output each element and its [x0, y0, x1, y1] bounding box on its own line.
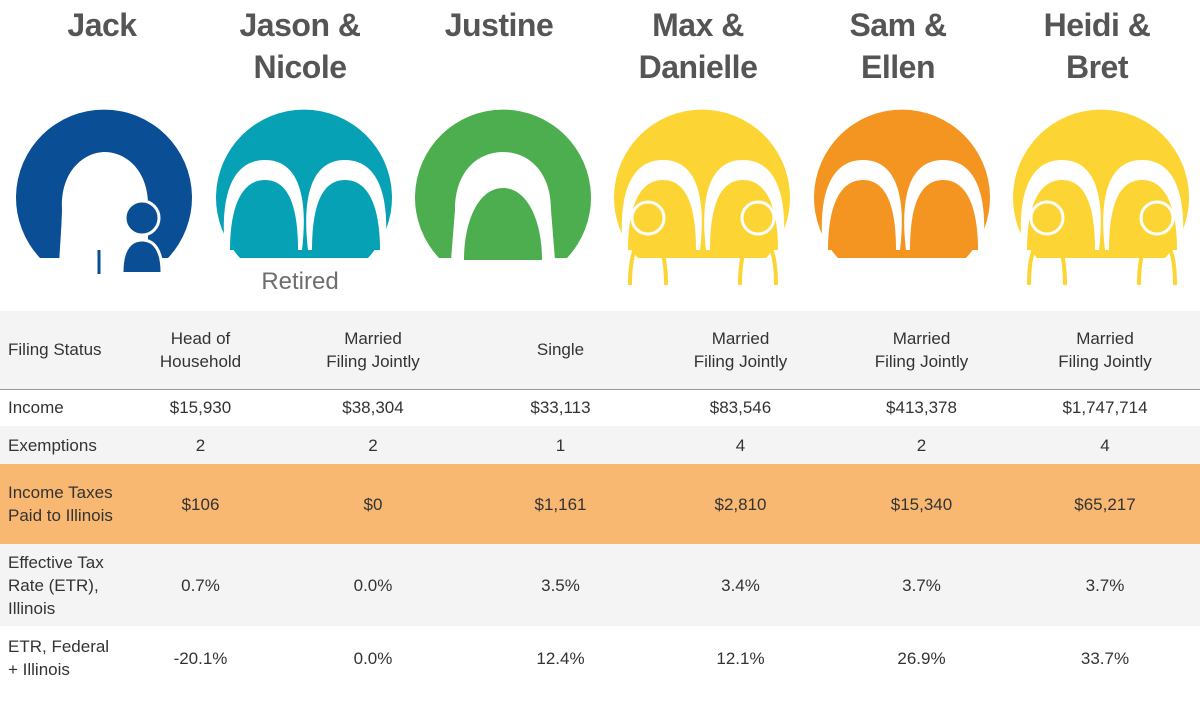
row-label: Filing Status — [8, 340, 102, 360]
table-cell: 4 — [1100, 435, 1110, 455]
table-cell: 0.7% — [181, 575, 220, 595]
table-cell: $38,304 — [342, 398, 404, 418]
table-cell: $33,113 — [530, 398, 591, 418]
table-cell: Married Filing Jointly — [693, 328, 788, 371]
row-label: Exemptions — [8, 435, 97, 455]
couple-icon — [814, 109, 990, 258]
filing-status-row: Filing Status Head of Household Married Fi… — [0, 311, 1200, 389]
table-cell: $2,810 — [714, 494, 767, 514]
table-cell: $1,747,714 — [1062, 398, 1148, 418]
table-cell: 3.4% — [721, 575, 760, 595]
table-cell: 0.0% — [353, 575, 393, 595]
household-name-jason-nicole: Jason & Nicole — [239, 7, 361, 85]
table-cell: Married Filing Jointly — [1058, 328, 1152, 371]
household-name-heidi-bret: Heidi & Bret — [1043, 7, 1151, 85]
table-cell: Married Filing Jointly — [326, 328, 420, 371]
retired-note: Retired — [261, 268, 339, 295]
table-cell: Single — [536, 340, 585, 360]
table-cell: 1 — [555, 435, 566, 455]
table-cell: $65,217 — [1074, 494, 1136, 514]
income-row: Income $15,930 $38,304 $33,113 $83,546 $… — [0, 389, 1200, 426]
table-cell: 12.4% — [536, 648, 585, 668]
household-name-sam-ellen: Sam & Ellen — [849, 7, 947, 85]
etr-illinois-row: Effective Tax Rate (ETR), Illinois 0.7% 0.… — [0, 544, 1200, 626]
table-cell: $1,161 — [534, 494, 587, 514]
table-cell: 12.1% — [716, 648, 765, 668]
table-cell: $106 — [181, 494, 220, 514]
couple-icon — [216, 109, 392, 258]
table-cell: $0 — [363, 494, 383, 514]
single-person-icon — [415, 109, 591, 260]
exemptions-row: Exemptions 2 2 1 4 2 4 — [0, 426, 1200, 464]
table-cell: 2 — [195, 435, 206, 455]
table-cell: 3.5% — [541, 575, 580, 595]
table-cell: 33.7% — [1080, 648, 1130, 668]
table-cell: $15,340 — [890, 494, 953, 514]
table-cell: -20.1% — [173, 648, 228, 668]
couple-with-two-children-icon — [614, 109, 790, 285]
table-cell: 0.0% — [353, 648, 393, 668]
table-cell: $413,378 — [886, 398, 957, 418]
table-cell: 4 — [735, 435, 746, 455]
table-cell: $15,930 — [169, 398, 232, 418]
table-cell: Head of Household — [159, 328, 242, 371]
income-taxes-row: Income Taxes Paid to Illinois $106 $0 $1,… — [0, 464, 1200, 544]
table-cell: $83,546 — [709, 398, 772, 418]
household-name-max-danielle: Max & Danielle — [638, 7, 758, 85]
table-cell: 3.7% — [1085, 575, 1125, 595]
table-cell: Married Filing Jointly — [874, 328, 969, 371]
table-cell: 2 — [916, 435, 927, 455]
tax-comparison-table: Filing Status Head of Household Married Fi… — [0, 311, 1200, 690]
table-cell: 3.7% — [902, 575, 941, 595]
household-name-justine: Justine — [444, 7, 554, 43]
couple-with-two-children-icon — [1013, 109, 1189, 285]
row-label: Effective Tax Rate (ETR), Illinois — [8, 552, 104, 618]
table-cell: 26.9% — [897, 648, 946, 668]
row-label: Income — [8, 398, 64, 418]
table-cell: 2 — [368, 435, 378, 455]
etr-federal-illinois-row: ETR, Federal + Illinois -20.1% 0.0% 12.4%… — [0, 626, 1200, 690]
row-label: ETR, Federal + Illinois — [8, 637, 110, 679]
household-name-jack: Jack — [67, 7, 137, 43]
row-label: Income Taxes Paid to Illinois — [8, 483, 113, 525]
single-parent-with-child-icon — [16, 109, 193, 274]
